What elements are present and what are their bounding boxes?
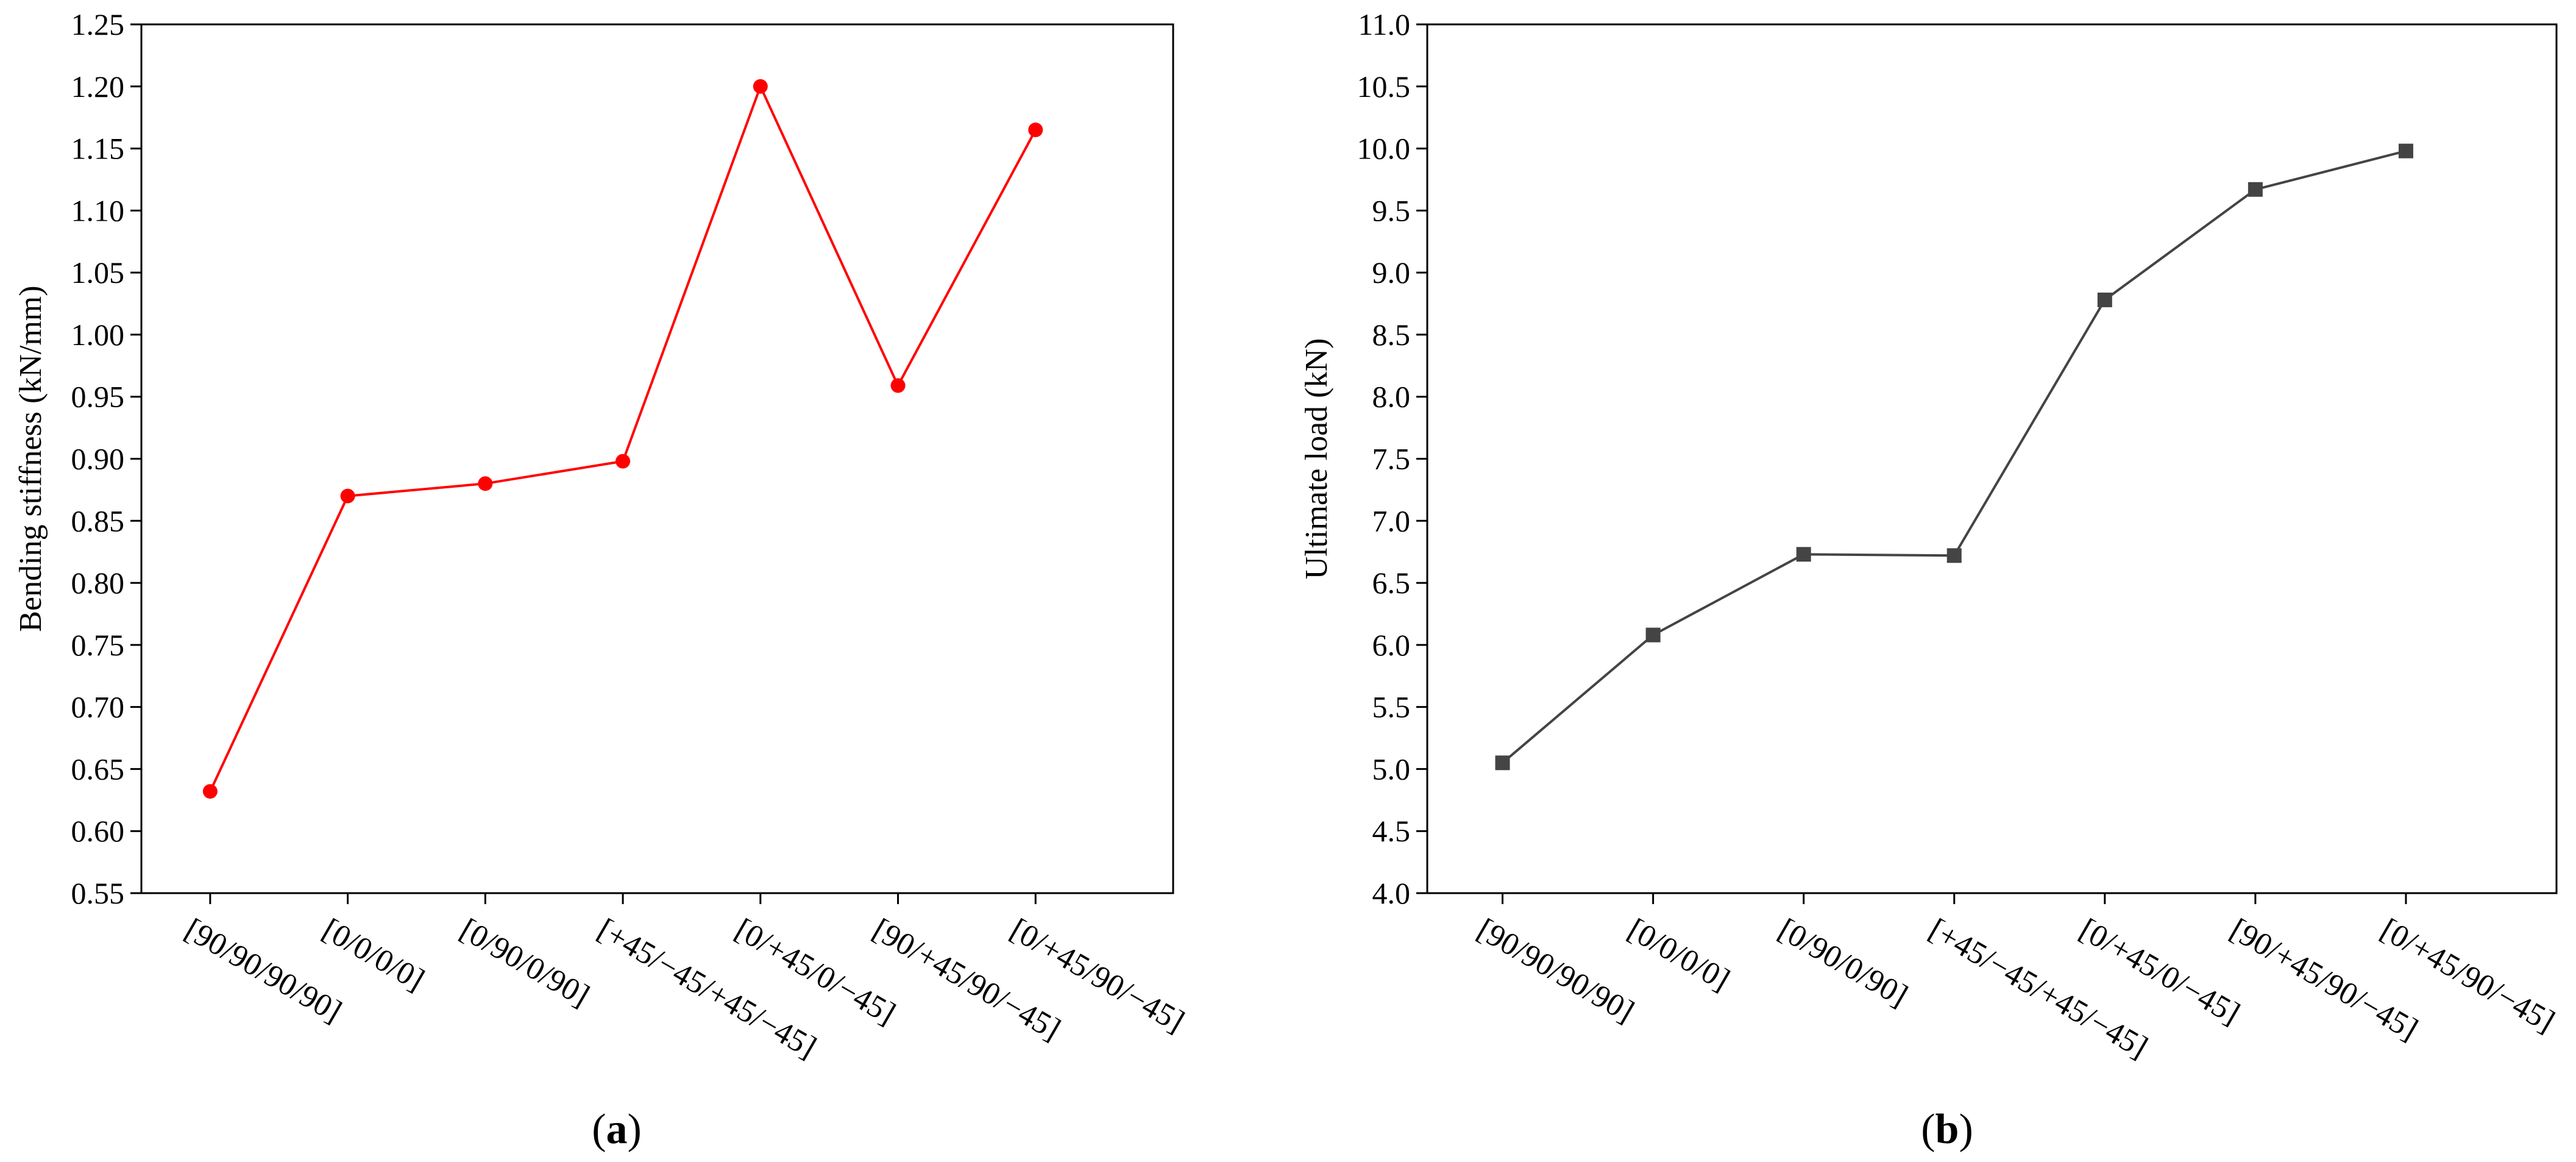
caption-close-paren: )	[1959, 1106, 1973, 1153]
x-category-label: [90/90/90/90]	[179, 912, 347, 1029]
y-tick-label: 0.65	[71, 752, 125, 786]
caption-letter: b	[1936, 1106, 1959, 1153]
y-tick-label: 0.95	[71, 380, 125, 414]
caption-close-paren: )	[628, 1106, 642, 1153]
series-line	[209, 83, 1037, 792]
y-tick-label: 8.5	[1372, 318, 1411, 352]
x-category-label: [0/0/0/0]	[317, 912, 430, 997]
y-tick-label: 7.0	[1372, 504, 1411, 538]
panel-caption: (a)	[592, 1106, 642, 1153]
panel-caption: (b)	[1921, 1106, 1973, 1153]
y-axis-title: Ultimate load (kN)	[1299, 338, 1334, 580]
data-point	[340, 488, 355, 504]
y-tick-label: 1.00	[71, 318, 125, 352]
y-tick-label: 0.80	[71, 566, 125, 600]
y-tick-label: 7.5	[1372, 442, 1411, 476]
y-tick-label: 0.55	[71, 876, 125, 910]
y-tick-label: 0.75	[71, 628, 125, 662]
data-point	[2097, 292, 2112, 307]
y-tick-label: 1.05	[71, 255, 125, 290]
data-point	[1645, 627, 1661, 643]
panel-b: 4.0 4.5 5.0 5.5 6.0 6.5 7.0 7.5 8.0 8.5 9.0 9.5 10.0…	[1299, 7, 2560, 1153]
data-point	[616, 454, 631, 469]
data-point	[1028, 123, 1043, 138]
data-point	[1796, 547, 1811, 562]
y-tick-label: 1.25	[71, 7, 125, 41]
data-point	[890, 378, 906, 393]
y-tick-label: 4.5	[1372, 814, 1411, 848]
y-tick-label: 0.70	[71, 690, 125, 724]
caption-letter: a	[606, 1106, 628, 1153]
x-category-label: [0/0/0/0]	[1622, 912, 1736, 997]
y-tick-label: 9.5	[1372, 193, 1411, 227]
y-tick-label: 6.5	[1372, 566, 1411, 600]
panel-a: 0.55 0.60 0.65 0.70 0.75 0.80 0.85 0.90 0.95 1.00…	[13, 7, 1190, 1153]
x-category-label: [0/90/0/90]	[454, 912, 595, 1013]
y-tick-label: 8.0	[1372, 380, 1411, 414]
y-tick-label: 5.5	[1372, 690, 1411, 724]
y-tick-label: 4.0	[1372, 876, 1411, 910]
y-tick-label: 9.0	[1372, 255, 1411, 290]
x-category-label: [0/90/0/90]	[1773, 912, 1914, 1013]
series-line	[1502, 149, 2407, 764]
y-tick-label: 10.0	[1357, 132, 1411, 166]
plot-frame	[140, 23, 1174, 894]
data-point	[202, 784, 218, 799]
caption-open-paren: (	[1921, 1106, 1935, 1153]
caption-open-paren: (	[592, 1106, 606, 1153]
y-tick-label: 1.10	[71, 193, 125, 227]
y-tick-label: 10.5	[1357, 70, 1411, 104]
y-tick-label: 11.0	[1358, 7, 1410, 41]
data-point	[2248, 182, 2263, 197]
y-tick-label: 1.20	[71, 70, 125, 104]
y-tick-label: 0.85	[71, 504, 125, 538]
y-tick-label: 0.60	[71, 814, 125, 848]
data-point	[1495, 755, 1510, 771]
y-tick-label: 5.0	[1372, 752, 1411, 786]
y-tick-label: 1.15	[71, 132, 125, 166]
x-category-label: [90/90/90/90]	[1472, 912, 1640, 1029]
data-point	[2398, 143, 2413, 159]
data-point	[753, 79, 768, 94]
data-point	[1946, 548, 1962, 563]
y-tick-label: 0.90	[71, 442, 125, 476]
y-tick-label: 6.0	[1372, 628, 1411, 662]
data-point	[478, 476, 493, 491]
y-axis-title: Bending stiffness (kN/mm)	[13, 285, 48, 632]
